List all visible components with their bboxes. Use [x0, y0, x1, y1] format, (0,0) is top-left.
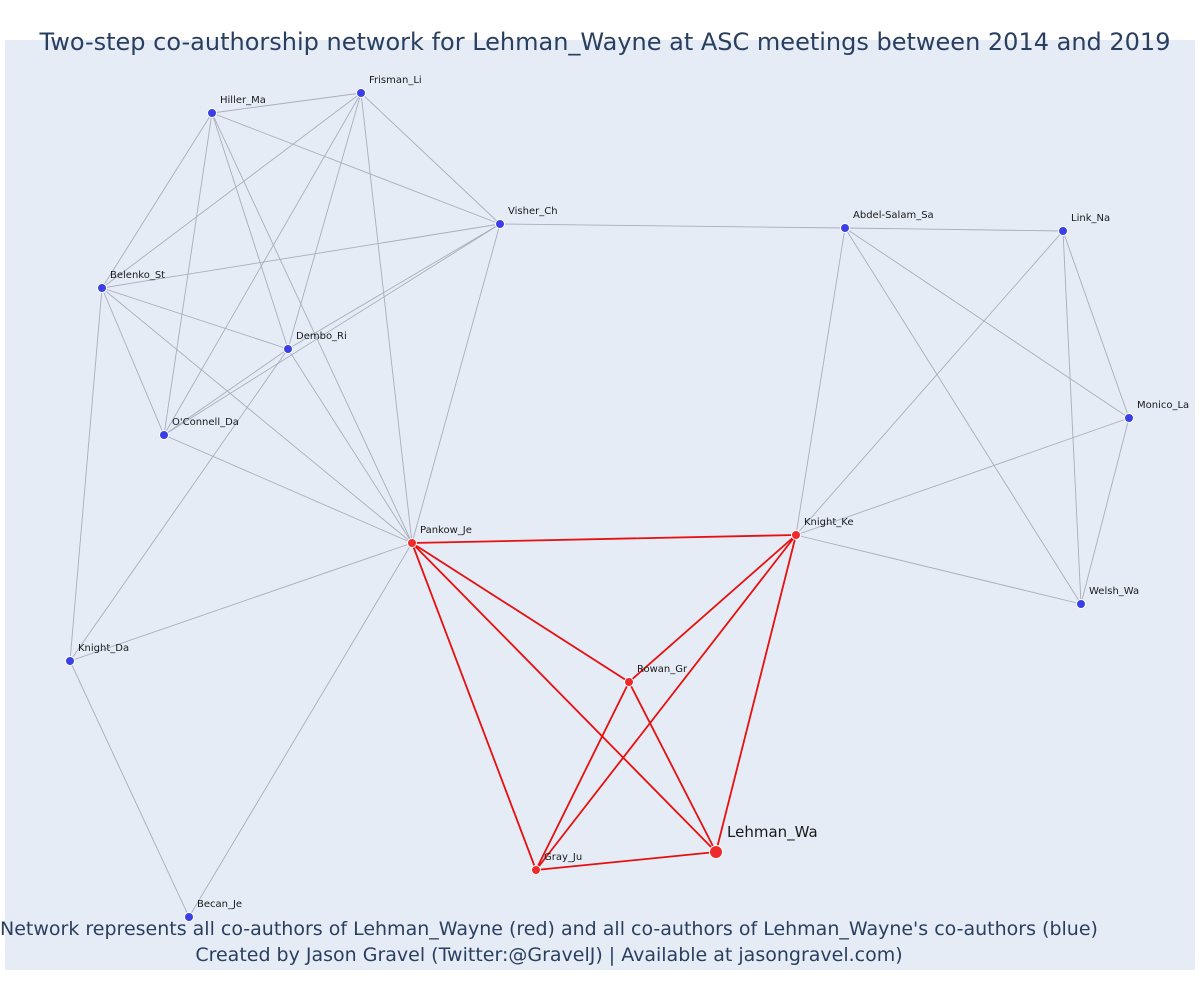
node-label-belenko-st: Belenko_St: [110, 270, 165, 281]
edge-abdel-salam-sa-welsh-wa: [844, 227, 1082, 605]
node-link-na[interactable]: [1058, 226, 1068, 236]
node-visher-ch[interactable]: [495, 219, 505, 229]
node-welsh-wa[interactable]: [1076, 599, 1086, 609]
node-label-o-connell-da: O'Connell_Da: [172, 417, 239, 428]
node-label-knight-ke: Knight_Ke: [804, 517, 854, 528]
node-label-link-na: Link_Na: [1071, 213, 1110, 224]
node-label-monico-la: Monico_La: [1137, 400, 1189, 411]
edge-knight-da-pankow-je: [69, 542, 413, 662]
edge-pankow-je-lehman-wa: [411, 542, 717, 853]
node-monico-la[interactable]: [1124, 413, 1134, 423]
edge-pankow-je-rowan-gr: [411, 542, 630, 683]
edge-knight-ke-welsh-wa: [795, 534, 1082, 605]
node-belenko-st[interactable]: [97, 283, 107, 293]
edge-becan-je-pankow-je: [188, 542, 413, 918]
edge-o-connell-da-pankow-je: [163, 434, 413, 544]
edge-monico-la-knight-ke: [795, 417, 1130, 536]
edge-monico-la-welsh-wa: [1080, 417, 1130, 605]
node-becan-je[interactable]: [184, 912, 194, 922]
edge-visher-ch-belenko-st: [101, 223, 501, 289]
edges-co-author: [411, 534, 797, 871]
node-label-rowan-gr: Rowan_Gr: [637, 664, 688, 675]
node-label-frisman-li: Frisman_Li: [369, 75, 422, 86]
edge-link-na-monico-la: [1062, 230, 1130, 419]
edge-visher-ch-abdel-salam-sa: [499, 223, 846, 229]
edge-gray-ju-lehman-wa: [535, 851, 717, 871]
node-lehman-wa[interactable]: [709, 845, 723, 859]
node-knight-da[interactable]: [65, 656, 75, 666]
edge-dembo-ri-o-connell-da: [163, 348, 289, 436]
node-gray-ju[interactable]: [531, 865, 541, 875]
edge-frisman-li-pankow-je: [360, 92, 413, 544]
edge-hiller-ma-dembo-ri: [211, 112, 289, 350]
edge-pankow-je-knight-ke: [411, 534, 797, 544]
edge-frisman-li-dembo-ri: [287, 92, 362, 350]
edge-hiller-ma-belenko-st: [101, 112, 213, 289]
chart-title: Two-step co-authorship network for Lehma…: [39, 28, 1171, 56]
edge-visher-ch-pankow-je: [411, 223, 501, 544]
node-label-lehman-wa: Lehman_Wa: [727, 823, 818, 842]
node-labels: Frisman_Li Hiller_Ma Visher_Ch Abdel-Salam_…: [78, 75, 1189, 910]
node-label-abdel-salam-sa: Abdel-Salam_Sa: [853, 210, 934, 221]
edge-hiller-ma-frisman-li: [211, 92, 362, 114]
node-label-becan-je: Becan_Je: [197, 899, 242, 910]
node-label-hiller-ma: Hiller_Ma: [220, 95, 266, 106]
edge-pankow-je-gray-ju: [411, 542, 537, 871]
edge-abdel-salam-sa-knight-ke: [795, 227, 846, 536]
edge-link-na-knight-ke: [795, 230, 1064, 536]
edge-frisman-li-visher-ch: [360, 92, 501, 225]
edge-hiller-ma-visher-ch: [211, 112, 501, 225]
edge-link-na-welsh-wa: [1062, 230, 1082, 605]
edge-belenko-st-dembo-ri: [101, 287, 289, 350]
node-o-connell-da[interactable]: [159, 430, 169, 440]
edge-frisman-li-belenko-st: [101, 92, 362, 289]
node-hiller-ma[interactable]: [207, 108, 217, 118]
node-dembo-ri[interactable]: [283, 344, 293, 354]
caption-line-1: Network represents all co-authors of Leh…: [0, 918, 1098, 940]
edge-belenko-st-o-connell-da: [101, 287, 165, 436]
edge-frisman-li-o-connell-da: [163, 92, 362, 436]
node-label-visher-ch: Visher_Ch: [508, 206, 558, 217]
node-pankow-je[interactable]: [407, 538, 417, 548]
node-rowan-gr[interactable]: [624, 677, 634, 687]
node-knight-ke[interactable]: [791, 530, 801, 540]
edge-knight-ke-lehman-wa: [715, 534, 797, 853]
node-label-pankow-je: Pankow_Je: [420, 525, 472, 536]
node-label-welsh-wa: Welsh_Wa: [1089, 586, 1139, 597]
edge-knight-ke-rowan-gr: [628, 534, 797, 683]
plot-area: [5, 40, 1195, 970]
edge-abdel-salam-sa-link-na: [844, 227, 1064, 232]
node-label-dembo-ri: Dembo_Ri: [296, 331, 347, 342]
node-label-gray-ju: Gray_Ju: [544, 852, 582, 863]
edge-dembo-ri-pankow-je: [287, 348, 413, 544]
node-frisman-li[interactable]: [356, 88, 366, 98]
edge-visher-ch-dembo-ri: [287, 223, 501, 350]
node-label-knight-da: Knight_Da: [78, 643, 129, 654]
edge-hiller-ma-pankow-je: [211, 112, 413, 544]
edge-visher-ch-o-connell-da: [163, 223, 501, 436]
nodes: [65, 88, 1134, 922]
edge-rowan-gr-lehman-wa: [628, 681, 717, 853]
edge-abdel-salam-sa-monico-la: [844, 227, 1130, 419]
edge-belenko-st-pankow-je: [101, 287, 413, 544]
edge-dembo-ri-knight-da: [69, 348, 289, 662]
edge-rowan-gr-gray-ju: [535, 681, 630, 871]
node-abdel-salam-sa[interactable]: [840, 223, 850, 233]
caption-line-2: Created by Jason Gravel (Twitter:@Gravel…: [195, 944, 903, 966]
edge-belenko-st-knight-da: [69, 287, 103, 662]
edge-knight-ke-gray-ju: [535, 534, 797, 871]
edge-knight-da-becan-je: [69, 660, 190, 918]
edges-two-step: [69, 92, 1130, 918]
